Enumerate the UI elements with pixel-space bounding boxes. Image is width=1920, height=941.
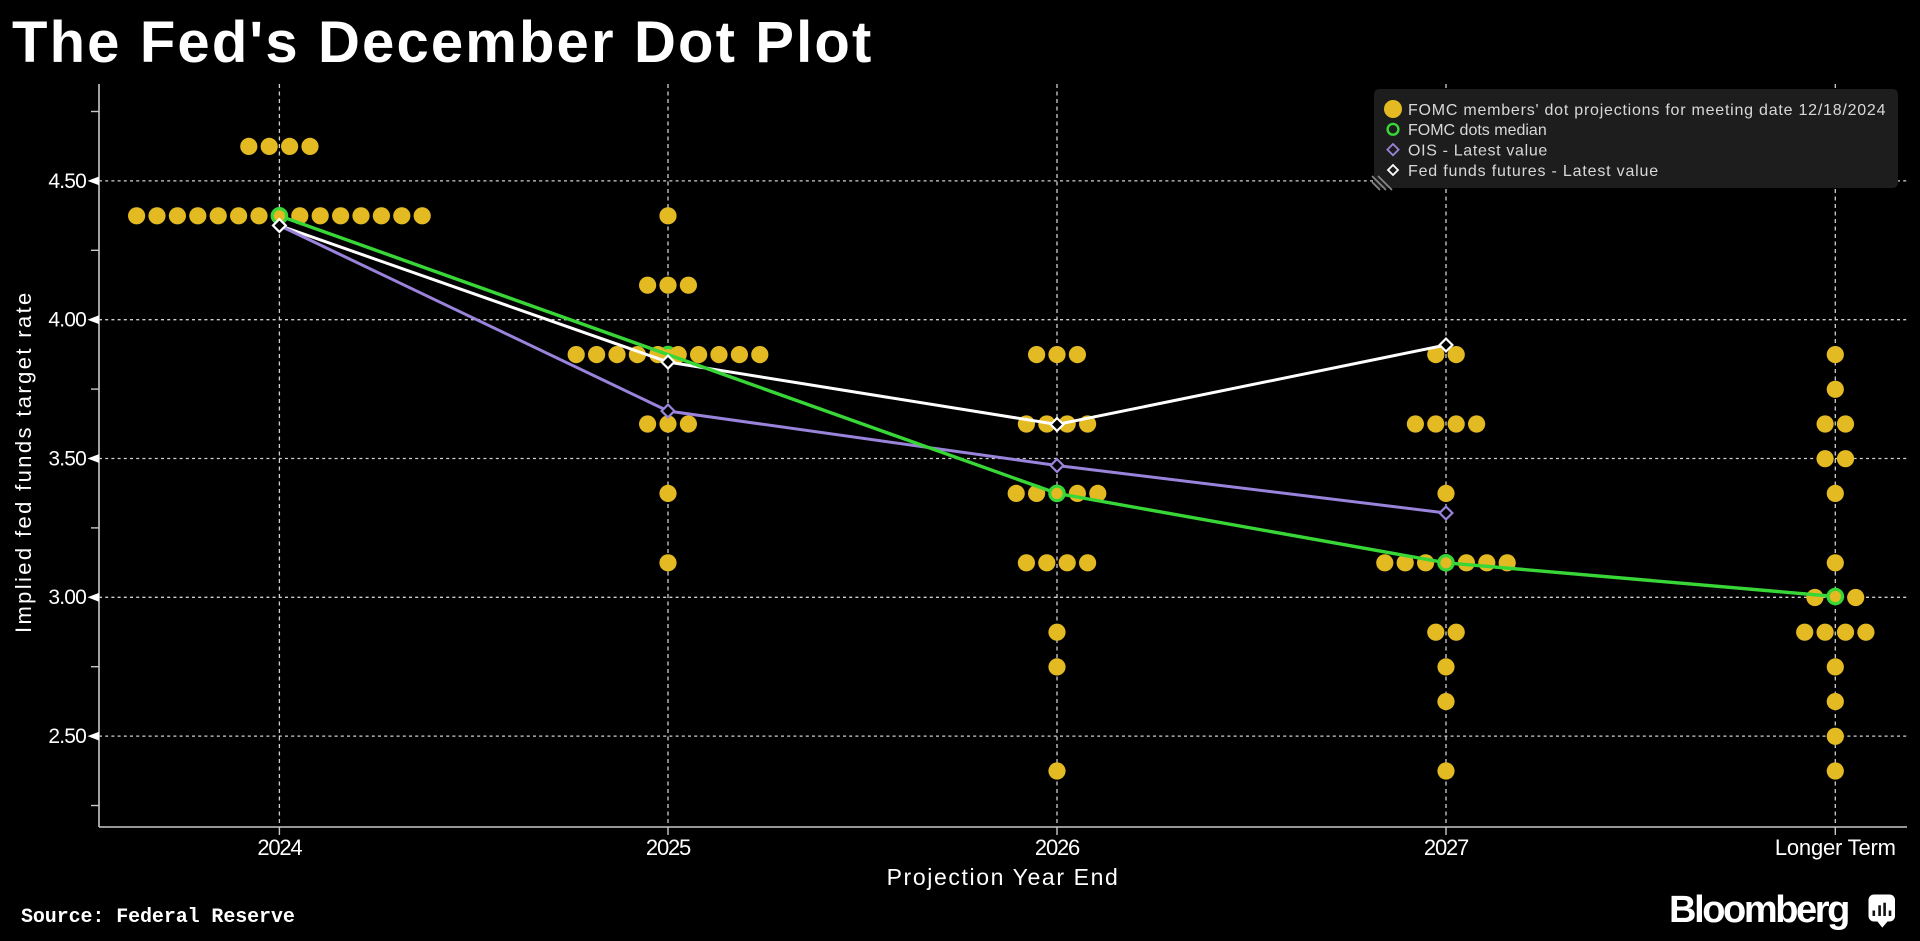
svg-text:OIS - Latest value: OIS - Latest value	[1408, 142, 1548, 159]
svg-text:FOMC dots median: FOMC dots median	[1408, 122, 1547, 139]
svg-text:The Fed's December Dot Plot: The Fed's December Dot Plot	[12, 10, 873, 75]
svg-text:4.50: 4.50	[48, 170, 86, 193]
svg-text:2024: 2024	[257, 835, 302, 860]
svg-text:Projection Year End: Projection Year End	[887, 864, 1120, 890]
svg-text:Implied fed funds target rate: Implied fed funds target rate	[11, 290, 36, 633]
svg-text:3.50: 3.50	[48, 447, 86, 470]
svg-text:Bloomberg: Bloomberg	[1669, 889, 1848, 931]
svg-text:3.00: 3.00	[48, 586, 86, 609]
svg-text:2027: 2027	[1424, 835, 1469, 860]
svg-text:Longer Term: Longer Term	[1775, 835, 1896, 860]
svg-text:4.00: 4.00	[48, 309, 86, 332]
svg-text:2025: 2025	[646, 835, 691, 860]
svg-text:FOMC members' dot projections: FOMC members' dot projections for meetin…	[1408, 102, 1886, 119]
svg-text:Source: Federal Reserve: Source: Federal Reserve	[21, 906, 295, 929]
svg-text:2.50: 2.50	[48, 725, 86, 748]
svg-text:2026: 2026	[1035, 835, 1080, 860]
svg-text:Fed funds futures - Latest val: Fed funds futures - Latest value	[1408, 163, 1659, 180]
